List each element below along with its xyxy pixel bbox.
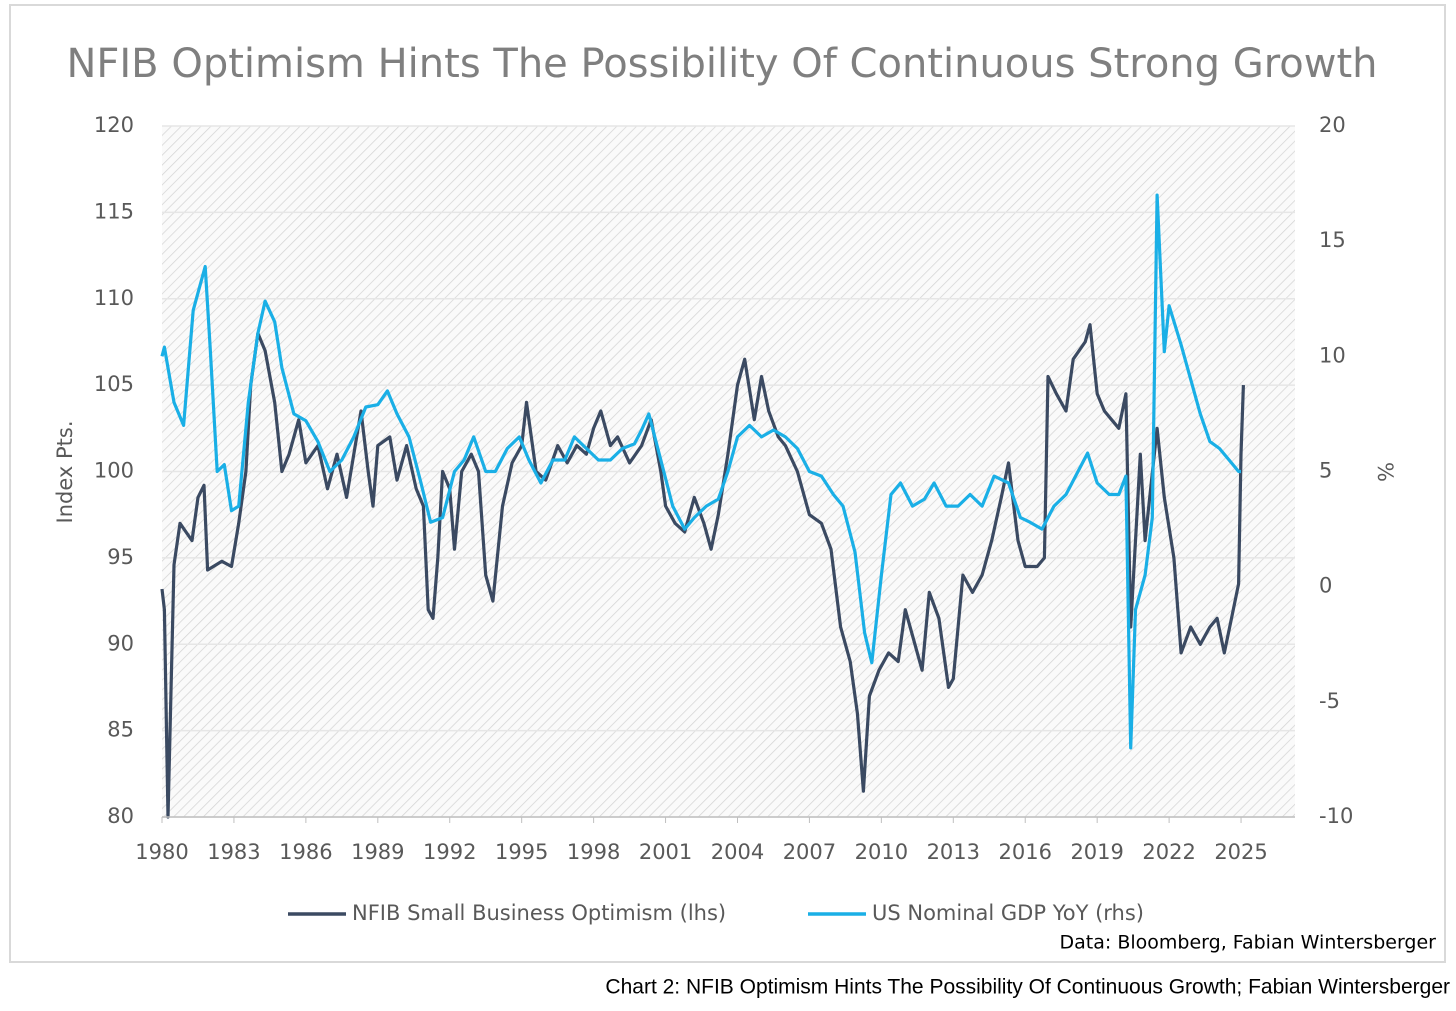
y2-tick-label: 15 — [1319, 228, 1346, 252]
y2-tick-label: 0 — [1319, 574, 1332, 598]
y-tick-label: 110 — [94, 286, 134, 310]
y-tick-label: 115 — [94, 199, 134, 223]
x-tick-label: 1980 — [135, 840, 188, 864]
x-tick-label: 2007 — [783, 840, 836, 864]
y-tick-label: 120 — [94, 113, 134, 137]
y-axis-label: Index Pts. — [53, 420, 77, 523]
y2-tick-label: 20 — [1319, 113, 1346, 137]
series-line — [160, 193, 1241, 750]
legend-label: NFIB Small Business Optimism (lhs) — [352, 901, 726, 925]
x-tick-label: 2001 — [639, 840, 692, 864]
y2-tick-label: 10 — [1319, 343, 1346, 367]
y-tick-label: 90 — [107, 631, 134, 655]
grid — [162, 125, 1295, 818]
caption: Chart 2: NFIB Optimism Hints The Possibi… — [605, 976, 1450, 999]
x-tick-label: 1983 — [207, 840, 260, 864]
chart-title: NFIB Optimism Hints The Possibility Of C… — [66, 41, 1377, 87]
x-tick-label: 1998 — [567, 840, 620, 864]
series-lines — [160, 193, 1245, 819]
y-tick-label: 80 — [107, 804, 134, 828]
x-tick-label: 1992 — [423, 840, 476, 864]
x-tick-label: 2013 — [927, 840, 980, 864]
y-tick-label: 85 — [107, 718, 134, 742]
x-tick-label: 2022 — [1142, 840, 1195, 864]
x-tick-label: 1995 — [495, 840, 548, 864]
x-tick-label: 2019 — [1070, 840, 1123, 864]
y-tick-label: 105 — [94, 372, 134, 396]
x-tick-label: 2004 — [711, 840, 764, 864]
x-tick-label: 1986 — [279, 840, 332, 864]
y-tick-label: 100 — [94, 459, 134, 483]
y2-tick-label: 5 — [1319, 459, 1332, 483]
x-tick-label: 2010 — [855, 840, 908, 864]
y-tick-label: 95 — [107, 545, 134, 569]
source-note: Data: Bloomberg, Fabian Wintersberger — [1060, 932, 1437, 954]
x-tick-label: 2016 — [999, 840, 1052, 864]
y2-tick-label: -10 — [1319, 804, 1353, 828]
legend-label: US Nominal GDP YoY (rhs) — [872, 901, 1144, 925]
x-tick-label: 1989 — [351, 840, 404, 864]
series-line — [160, 323, 1245, 819]
x-tick-label: 2025 — [1214, 840, 1267, 864]
y2-tick-label: -5 — [1319, 689, 1340, 713]
y2-axis-label: % — [1373, 462, 1397, 482]
